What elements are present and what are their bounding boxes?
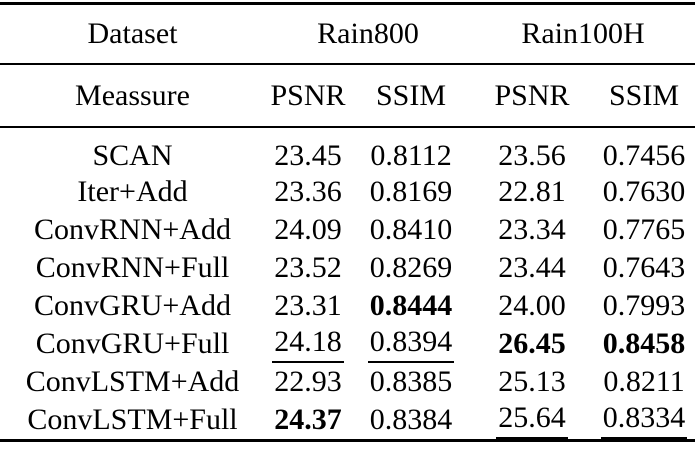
- metric-value-cell: 24.37: [274, 402, 342, 436]
- method-name-cell: SCAN: [92, 139, 173, 172]
- table-row: ConvRNN+Full 23.52 0.8269 23.44 0.7643: [0, 249, 695, 287]
- metric-value-cell: 22.93: [274, 365, 342, 398]
- method-name-cell: ConvGRU+Add: [34, 289, 231, 322]
- metric-value-cell: 0.7765: [602, 213, 686, 246]
- metric-value-cell: 23.36: [274, 175, 342, 208]
- metric-value-cell: 24.00: [498, 289, 566, 322]
- table-row: SCAN 23.45 0.8112 23.56 0.7456: [0, 127, 695, 173]
- metric-value-cell: 0.8269: [369, 251, 453, 284]
- metric-value-cell: 0.7993: [602, 289, 686, 322]
- dataset-header-row: Dataset Rain800 Rain100H: [0, 3, 695, 65]
- metric-value-cell: 0.8458: [602, 327, 686, 360]
- method-name-cell: ConvGRU+Full: [35, 327, 230, 360]
- metric-value-cell: 0.8410: [369, 213, 453, 246]
- group-header-rain100h: Rain100H: [471, 3, 695, 65]
- metric-value-cell: 22.81: [498, 175, 566, 208]
- metric-value-cell: 23.56: [498, 139, 566, 172]
- method-name-cell: ConvLSTM+Add: [25, 365, 240, 398]
- measure-header-label: Meassure: [0, 64, 265, 128]
- metric-value-cell: 0.8334: [593, 401, 695, 440]
- results-table-head: Dataset Rain800 Rain100H Meassure PSNR S…: [0, 3, 695, 128]
- method-name-cell: ConvRNN+Add: [34, 213, 231, 246]
- results-table-body: SCAN 23.45 0.8112 23.56 0.7456 Iter+Add …: [0, 127, 695, 440]
- method-name-cell: ConvRNN+Full: [35, 251, 230, 284]
- dataset-header-label: Dataset: [0, 3, 265, 65]
- metric-value-cell: 25.64: [471, 401, 593, 440]
- metric-value-cell: 0.8211: [603, 365, 685, 398]
- metric-value-cell: 24.09: [274, 213, 342, 246]
- metric-value-cell: 24.18: [265, 325, 351, 363]
- metric-value-cell: 0.8169: [369, 175, 453, 208]
- metric-value-cell: 23.31: [274, 289, 342, 322]
- measure-header-row: Meassure PSNR SSIM PSNR SSIM: [0, 64, 695, 128]
- metric-value-cell: 0.8394: [351, 325, 471, 363]
- method-name-cell: ConvLSTM+Full: [27, 402, 238, 436]
- metric-value-cell: 23.44: [498, 251, 566, 284]
- table-row: Iter+Add 23.36 0.8169 22.81 0.7630: [0, 173, 695, 211]
- metric-value-cell: 0.8112: [370, 139, 452, 172]
- table-row: ConvGRU+Add 23.31 0.8444 24.00 0.7993: [0, 287, 695, 325]
- method-name-cell: Iter+Add: [77, 175, 188, 208]
- group-header-rain800: Rain800: [265, 3, 472, 65]
- column-header-ssim-rain800: SSIM: [351, 64, 472, 128]
- column-header-psnr-rain800: PSNR: [265, 64, 351, 128]
- metric-value-cell: 0.8385: [369, 365, 453, 398]
- metric-value-cell: 23.52: [274, 251, 342, 284]
- metric-value-cell: 0.8444: [369, 289, 453, 322]
- metric-value-cell: 26.45: [498, 327, 566, 360]
- metric-value-cell: 23.34: [498, 213, 566, 246]
- metric-value-cell: 25.13: [498, 365, 566, 398]
- metric-value-cell: 0.8384: [369, 402, 453, 436]
- table-row: ConvLSTM+Full 24.37 0.8384 25.64 0.8334: [0, 401, 695, 440]
- table-row: ConvLSTM+Add 22.93 0.8385 25.13 0.8211: [0, 363, 695, 401]
- metric-value-cell: 0.7630: [602, 175, 686, 208]
- table-row: ConvRNN+Add 24.09 0.8410 23.34 0.7765: [0, 211, 695, 249]
- metric-value-cell: 0.7643: [602, 251, 686, 284]
- column-header-psnr-rain100h: PSNR: [471, 64, 594, 128]
- column-header-ssim-rain100h: SSIM: [593, 64, 695, 128]
- metric-value-cell: 0.7456: [602, 139, 686, 172]
- metric-value-cell: 23.45: [274, 139, 342, 172]
- table-row: ConvGRU+Full 24.18 0.8394 26.45 0.8458: [0, 325, 695, 363]
- results-table: Dataset Rain800 Rain100H Meassure PSNR S…: [0, 2, 695, 442]
